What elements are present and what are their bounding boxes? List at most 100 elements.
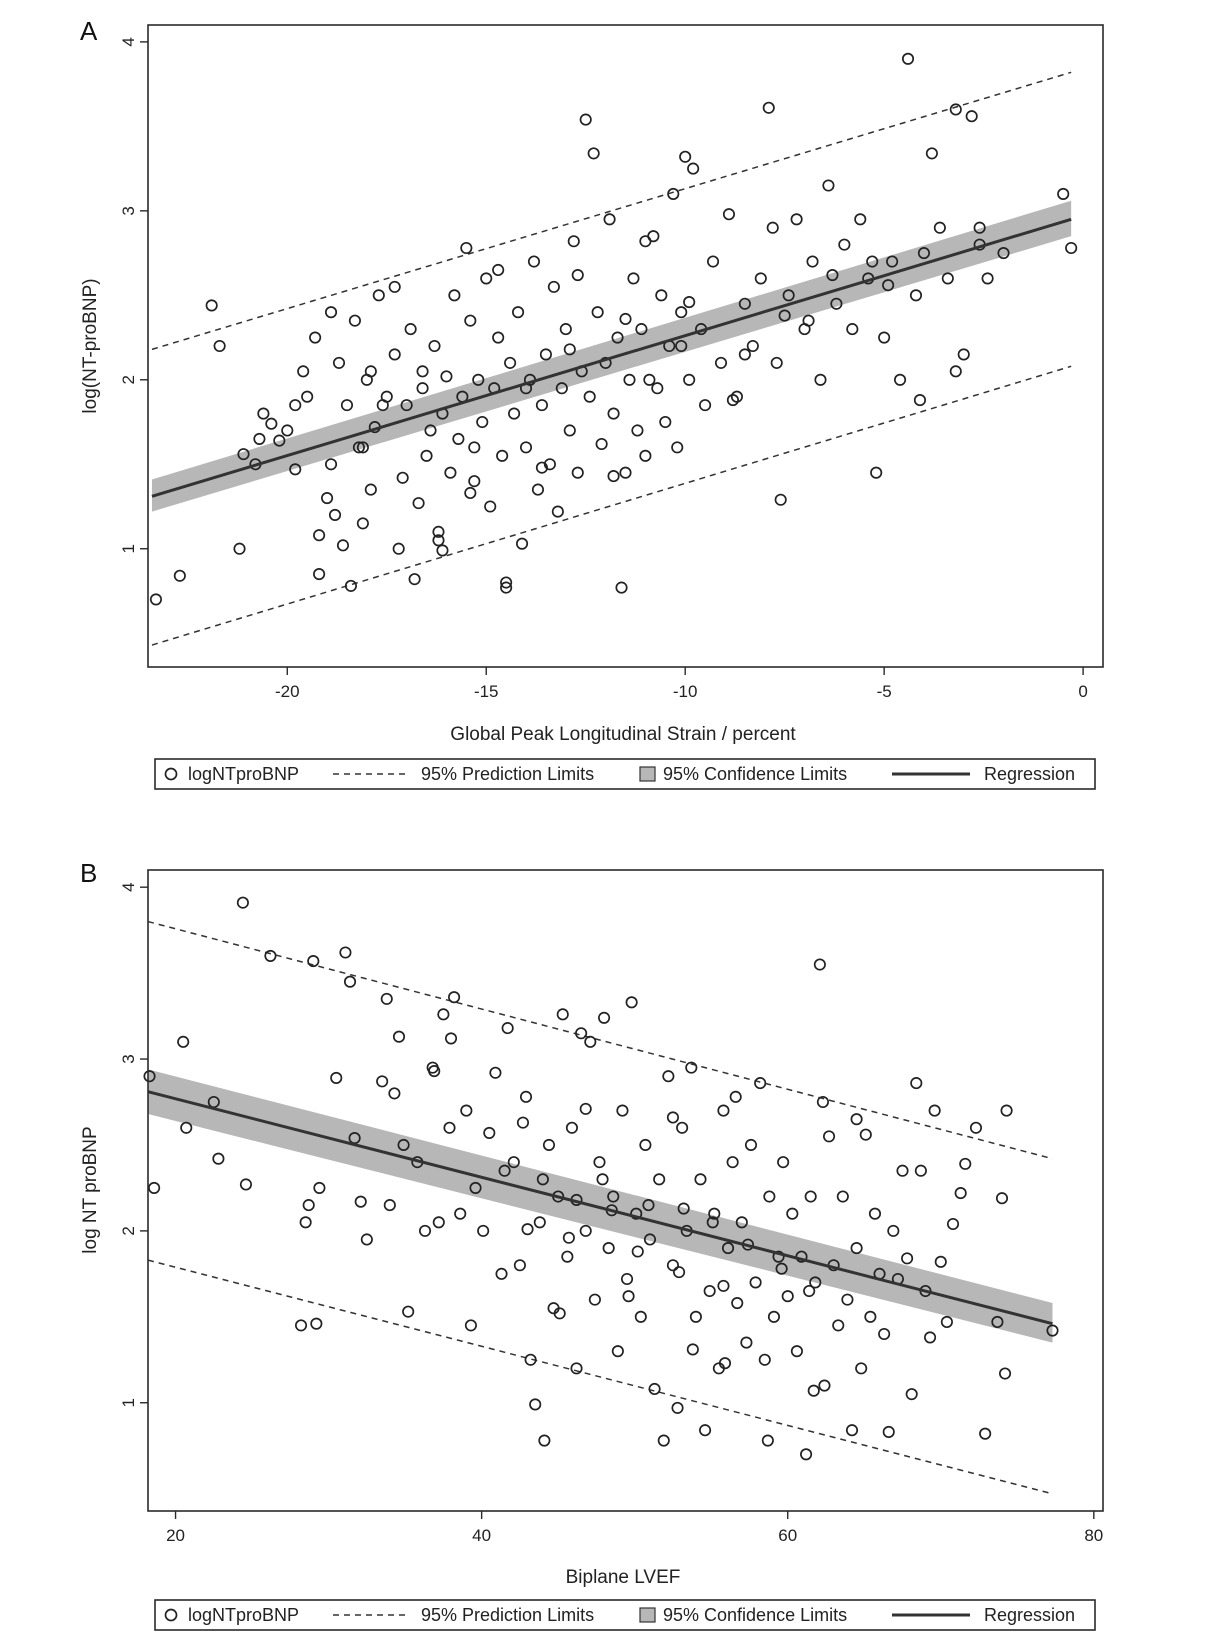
legend-label-confidence-b: 95% Confidence Limits [663,1605,847,1625]
data-point [213,339,226,353]
data-point [1046,1324,1059,1337]
data-point [324,458,338,471]
data-point [436,544,449,557]
data-point [770,356,783,369]
data-point [472,373,485,386]
data-point [539,348,552,361]
legend-frame-a [154,758,1096,790]
data-point [412,497,425,510]
data-point [571,466,584,479]
y-ticks-b: 1 2 3 4 [119,882,148,1407]
data-point [774,493,787,506]
data-point [913,394,927,407]
data-point [620,1272,634,1286]
data-point [790,1345,803,1358]
data-point [565,1121,578,1134]
data-point [999,1367,1012,1380]
x-axis-label-b: Biplane LVEF [566,1567,681,1588]
legend-label-prediction-a: 95% Prediction Limits [421,764,594,784]
x-tick-label: 40 [472,1526,491,1545]
data-point [802,314,815,327]
data-point [356,517,369,530]
data-point [917,247,930,260]
data-point [559,323,572,336]
data-point [501,1022,514,1035]
data-point [639,449,652,462]
data-point [354,1195,367,1208]
prediction-upper-b [147,920,1053,1160]
data-point [699,1424,712,1437]
data-point [584,1035,597,1048]
data-point [763,1190,776,1203]
data-point [556,1008,569,1021]
data-point [694,1173,707,1186]
data-point [529,1398,542,1411]
confidence-band-b [148,1069,1053,1343]
data-point [816,1095,829,1109]
data-point [954,1187,967,1200]
data-point [476,415,489,429]
data-point [740,1336,753,1349]
data-point [721,1242,735,1255]
data-point [683,373,696,386]
data-point [631,1245,644,1258]
x-tick-label: -5 [877,682,892,701]
data-point [625,996,638,1009]
data-point [343,975,357,988]
data-point [623,373,636,386]
y-tick-label: 3 [119,206,138,215]
data-point [492,331,505,344]
data-point [464,486,477,500]
data-point [579,1224,592,1237]
data-point [143,1070,156,1083]
data-point [480,272,493,285]
data-point [731,1297,744,1310]
data-point [289,399,302,412]
data-point [822,1130,836,1143]
data-point [432,1216,445,1229]
legend-marker-confidence-a [639,766,656,782]
y-tick-label: 1 [119,544,138,553]
y-tick-label: 1 [119,1398,138,1407]
data-point [714,356,728,369]
data-point [380,992,393,1005]
data-point [761,1434,774,1447]
data-point [957,348,970,361]
data-point [328,508,342,521]
data-point [420,449,433,462]
data-point [595,437,608,451]
data-point [516,1116,530,1129]
data-point [492,263,505,277]
data-point [832,1319,845,1332]
data-point [718,1357,732,1370]
data-point [332,356,346,369]
legend-a: logNTproBNP 95% Prediction Limits 95% Co… [154,758,1096,790]
data-point [729,1090,742,1103]
data-point [991,1315,1004,1329]
data-point [512,306,525,319]
data-point [239,1178,252,1191]
data-point [360,1233,373,1246]
data-point [940,1315,953,1329]
data-point [521,1223,534,1236]
data-point [376,1075,389,1088]
data-point [513,1259,526,1272]
data-point [571,268,584,282]
data-point [686,1343,699,1356]
data-point [965,110,978,123]
data-point [979,1427,992,1440]
data-point [553,1307,566,1320]
data-point [807,1384,820,1397]
data-point [469,1181,482,1194]
data-point [330,1071,343,1084]
data-point [1000,1104,1013,1117]
data-point [205,299,218,312]
data-point [878,1327,891,1341]
data-point [324,306,338,319]
data-point [555,382,568,395]
data-point [735,1216,748,1229]
data-point [483,1126,496,1139]
data-point [535,461,548,474]
data-point [607,1190,620,1203]
data-point [777,1156,790,1169]
